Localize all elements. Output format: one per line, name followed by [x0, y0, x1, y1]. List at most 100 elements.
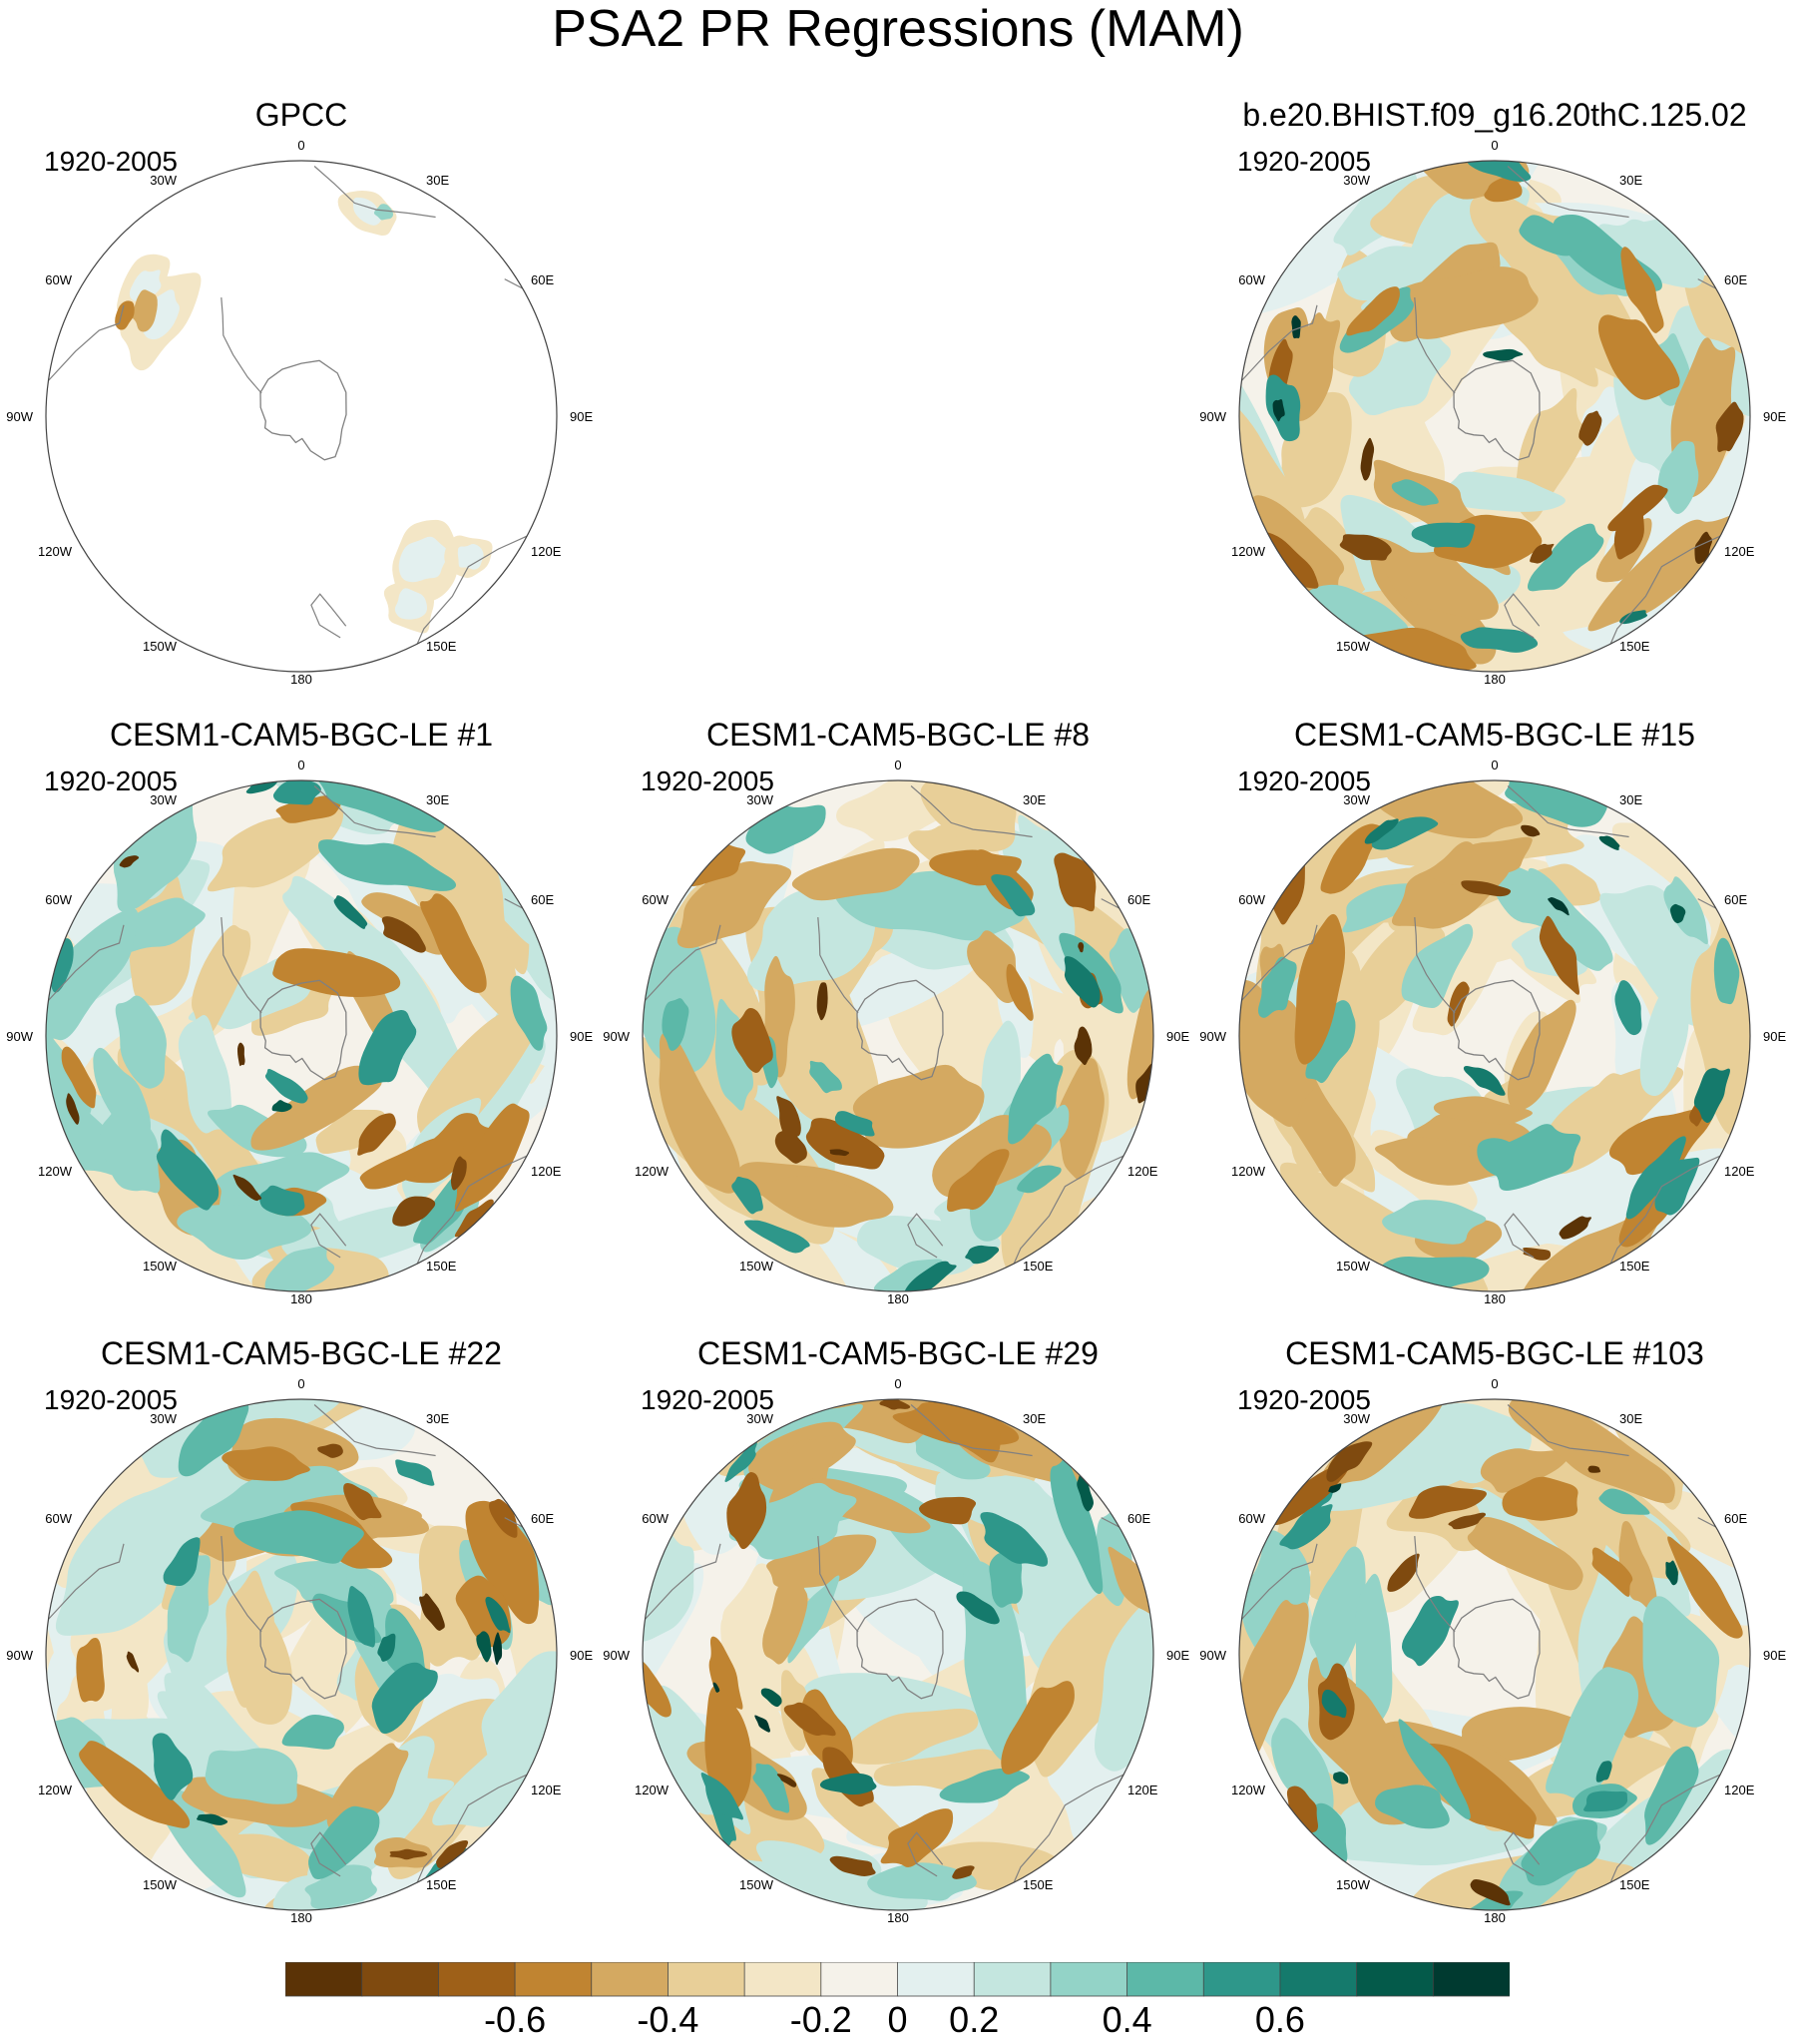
map-boundary [1238, 779, 1751, 1292]
colorbar-tick-label: -0.4 [637, 1999, 698, 2038]
lon-label: 90E [570, 409, 593, 424]
colorbar-swatch [437, 1962, 516, 1997]
lon-label: 60W [45, 892, 72, 907]
lon-label: 0 [297, 1376, 304, 1391]
colorbar-tick-label: 0.6 [1255, 1999, 1305, 2038]
lon-label: 90W [1199, 1648, 1226, 1663]
colorbar-tick-label: 0 [887, 1999, 907, 2038]
lon-label: 30W [150, 1411, 177, 1426]
lon-label: 90E [1166, 1648, 1189, 1663]
lon-label: 0 [1491, 138, 1498, 153]
lon-label: 180 [1484, 1291, 1506, 1306]
lon-label: 90E [1166, 1029, 1189, 1044]
lon-label: 120E [1724, 544, 1755, 559]
colorbar-swatch [973, 1962, 1052, 1997]
lon-label: 60E [531, 892, 554, 907]
lon-label: 90E [1763, 1029, 1786, 1044]
lon-label: 90W [603, 1648, 630, 1663]
colorbar-swatch [1432, 1962, 1510, 1997]
lon-label: 120E [531, 544, 562, 559]
regression-field [46, 161, 557, 672]
lon-label: 30W [1343, 173, 1370, 188]
lon-label: 120E [531, 1164, 562, 1179]
colorbar-tick-label: -0.6 [484, 1999, 546, 2038]
map-panel-le15: CESM1-CAM5-BGC-LE #15 1920-2005 0 30E 60E 9… [1195, 715, 1794, 1353]
colorbar-swatch [1126, 1962, 1205, 1997]
panel-period: 1920-2005 [44, 766, 178, 796]
colorbar-swatch [1202, 1962, 1281, 1997]
lon-label: 180 [887, 1910, 909, 1925]
panel-title: CESM1-CAM5-BGC-LE #103 [1285, 1335, 1704, 1371]
regression-field [643, 780, 1153, 1291]
colorbar-swatch [743, 1962, 822, 1997]
lon-label: 150E [1023, 1259, 1054, 1274]
lon-label: 120W [1231, 1783, 1266, 1797]
panel-title: CESM1-CAM5-BGC-LE #1 [109, 717, 494, 753]
map-panel-bhist: b.e20.BHIST.f09_g16.20thC.125.02 1920-20… [1195, 95, 1794, 734]
lon-label: 150W [143, 1259, 178, 1274]
lon-label: 0 [297, 758, 304, 772]
colorbar-tick-label: -0.2 [790, 1999, 852, 2038]
map-boundary [1238, 1398, 1751, 1911]
lon-label: 150E [1023, 1877, 1054, 1892]
regression-field [46, 1399, 557, 1910]
colorbar: -0.6 -0.4 -0.2 0 0.2 0.4 0.6 [285, 1962, 1510, 2038]
lon-label: 60E [1127, 1511, 1150, 1526]
panel-title: CESM1-CAM5-BGC-LE #29 [697, 1335, 1099, 1371]
lon-label: 120W [1231, 1164, 1266, 1179]
regression-field [1239, 1399, 1750, 1910]
map-panel-le103: CESM1-CAM5-BGC-LE #103 1920-2005 0 30E 60E… [1195, 1333, 1794, 1972]
colorbar-swatch [591, 1962, 670, 1997]
lon-label: 180 [290, 1910, 312, 1925]
regression-field [1239, 161, 1750, 672]
lon-label: 150E [1619, 1877, 1650, 1892]
panel-title: b.e20.BHIST.f09_g16.20thC.125.02 [1242, 97, 1747, 133]
lon-label: 30E [1619, 792, 1642, 807]
polar-map: 0 30E 60E 90E 120E 150E 180 150W 120W 90W 60W 30W [6, 1376, 593, 1925]
map-panel-gpcc: GPCC 1920-2005 0 30E 60E 90E 120E 150E 180 150W… [2, 95, 601, 734]
colorbar-swatch [668, 1962, 746, 1997]
panel-title: GPCC [254, 97, 348, 133]
lon-label: 120W [1231, 544, 1266, 559]
coastline [1241, 785, 1721, 1265]
lon-label: 120W [38, 1164, 73, 1179]
lon-label: 120W [635, 1164, 670, 1179]
polar-map: 0 30E 60E 90E 120E 150E 180 150W 120W 90W 60W 30W [603, 1376, 1189, 1925]
lon-label: 150E [1619, 1259, 1650, 1274]
map-boundary [1238, 160, 1751, 673]
lon-label: 120E [1127, 1783, 1158, 1797]
lon-label: 90E [570, 1648, 593, 1663]
lon-label: 180 [290, 1291, 312, 1306]
polar-map: 0 30E 60E 90E 120E 150E 180 150W 120W 90W 60W 30W [1199, 1376, 1786, 1925]
colorbar-swatch [1356, 1962, 1435, 1997]
polar-map: 0 30E 60E 90E 120E 150E 180 150W 120W 90W 60W 30W [6, 758, 593, 1306]
colorbar-swatch [285, 1962, 363, 1997]
lon-label: 120W [38, 544, 73, 559]
lon-label: 30W [746, 792, 773, 807]
lon-label: 30E [426, 1411, 449, 1426]
lon-label: 30E [1023, 792, 1046, 807]
lon-label: 150W [1336, 639, 1371, 654]
lon-label: 60W [45, 1511, 72, 1526]
lon-label: 0 [297, 138, 304, 153]
lon-label: 60E [531, 272, 554, 287]
lon-label: 120E [1724, 1783, 1755, 1797]
lon-label: 60E [1724, 892, 1747, 907]
panel-period: 1920-2005 [44, 1384, 178, 1415]
panel-period: 1920-2005 [44, 146, 178, 177]
lon-label: 60E [1724, 1511, 1747, 1526]
lon-label: 90W [603, 1029, 630, 1044]
polar-map: 0 30E 60E 90E 120E 150E 180 150W 120W 90W 60W 30W [1199, 138, 1786, 687]
map-panel-le29: CESM1-CAM5-BGC-LE #29 1920-2005 0 30E 60E 9… [599, 1333, 1197, 1972]
map-panel-le1: CESM1-CAM5-BGC-LE #1 1920-2005 0 30E 60E 90… [2, 715, 601, 1353]
regression-field [643, 1399, 1153, 1910]
coastline [48, 166, 528, 645]
lon-label: 0 [894, 1376, 901, 1391]
lon-label: 60E [1724, 272, 1747, 287]
map-boundary [642, 779, 1154, 1292]
lon-label: 30E [426, 792, 449, 807]
lon-label: 90W [1199, 409, 1226, 424]
lon-label: 30E [1619, 173, 1642, 188]
map-boundary [45, 160, 558, 673]
lon-label: 90W [6, 1648, 33, 1663]
